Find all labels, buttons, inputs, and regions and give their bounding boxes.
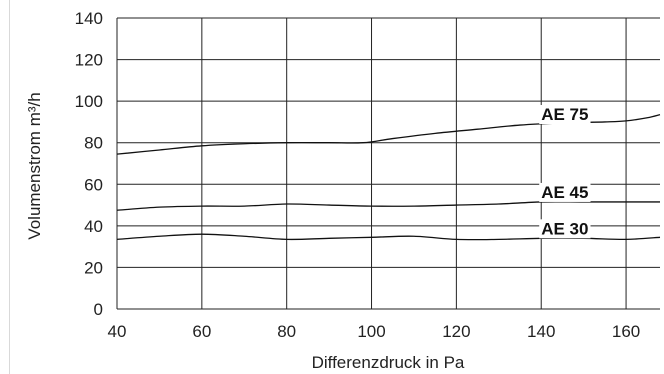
x-tick-label: 60 — [192, 322, 211, 341]
y-axis-title: Volumenstrom m³/h — [25, 92, 44, 239]
x-axis-title: Differenzdruck in Pa — [312, 353, 465, 372]
x-tick-label: 160 — [612, 322, 640, 341]
x-tick-label: 40 — [108, 322, 127, 341]
series-line-ae-45 — [116, 201, 660, 211]
tick-labels: 0 20 40 60 80 100 120 140 40 60 80 100 120 140 160 — [75, 9, 641, 341]
series-label-bg — [539, 219, 591, 239]
y-tick-label: 60 — [84, 175, 103, 194]
x-tick-label: 80 — [277, 322, 296, 341]
y-tick-label: 20 — [84, 258, 103, 277]
series-label-bg — [539, 182, 591, 202]
left-border-line — [9, 0, 10, 374]
y-tick-label: 40 — [84, 217, 103, 236]
series-labels: AE 75 AE 45 AE 30 — [539, 105, 591, 239]
series-label-bg — [539, 105, 591, 125]
series-line-ae-75 — [116, 114, 661, 155]
x-tick-label: 120 — [442, 322, 470, 341]
grid — [116, 17, 660, 310]
y-tick-label: 0 — [94, 300, 103, 319]
series-label-ae-75: AE 75 — [541, 105, 588, 124]
x-tick-label: 140 — [527, 322, 555, 341]
y-tick-label: 120 — [75, 51, 103, 70]
x-tick-label: 100 — [357, 322, 385, 341]
y-tick-label: 140 — [75, 9, 103, 28]
y-tick-label: 80 — [84, 134, 103, 153]
series-label-ae-45: AE 45 — [541, 183, 588, 202]
y-tick-label: 100 — [75, 92, 103, 111]
series-label-ae-30: AE 30 — [541, 219, 588, 238]
